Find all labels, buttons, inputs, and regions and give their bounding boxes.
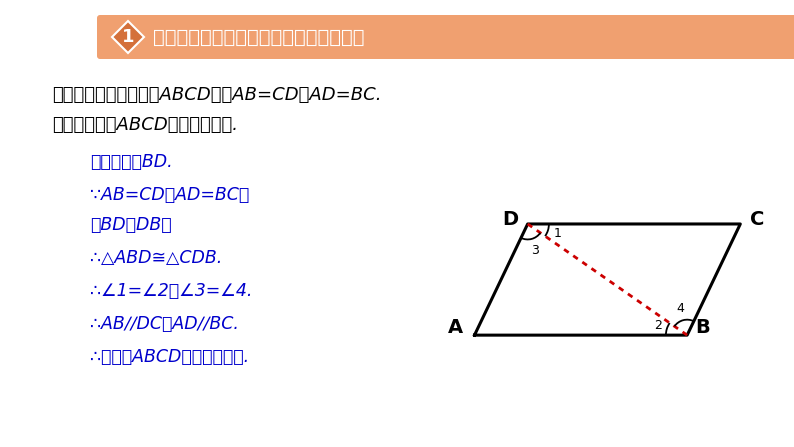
Text: B: B <box>695 318 710 337</box>
Text: ∴△ABD≅△CDB.: ∴△ABD≅△CDB. <box>90 249 222 267</box>
Text: C: C <box>750 210 765 229</box>
Text: ∴∠1=∠2，∠3=∠4.: ∴∠1=∠2，∠3=∠4. <box>90 282 252 300</box>
Text: 1: 1 <box>121 28 134 46</box>
Text: 2: 2 <box>653 319 661 333</box>
Text: A: A <box>448 318 463 337</box>
FancyBboxPatch shape <box>97 15 794 59</box>
Text: ∵AB=CD，AD=BC，: ∵AB=CD，AD=BC， <box>90 186 249 204</box>
Text: 且BD＝DB，: 且BD＝DB， <box>90 216 172 234</box>
Text: 4: 4 <box>676 303 684 316</box>
Text: ∴四边形ABCD是平行四边形.: ∴四边形ABCD是平行四边形. <box>90 348 249 366</box>
Text: 3: 3 <box>530 244 538 257</box>
Text: 1: 1 <box>553 227 561 240</box>
Polygon shape <box>112 21 144 53</box>
Text: 证明：连接BD.: 证明：连接BD. <box>90 153 172 171</box>
Text: 两组对边分别相等的四边形是平行四边形: 两组对边分别相等的四边形是平行四边形 <box>153 28 364 46</box>
Text: 求证：四边形ABCD是平行四边形.: 求证：四边形ABCD是平行四边形. <box>52 116 238 134</box>
Text: 已知：如图，在四边形ABCD中，AB=CD，AD=BC.: 已知：如图，在四边形ABCD中，AB=CD，AD=BC. <box>52 86 381 104</box>
Text: ∴AB∕∕DC，AD∕∕BC.: ∴AB∕∕DC，AD∕∕BC. <box>90 315 239 333</box>
Text: D: D <box>502 210 518 229</box>
